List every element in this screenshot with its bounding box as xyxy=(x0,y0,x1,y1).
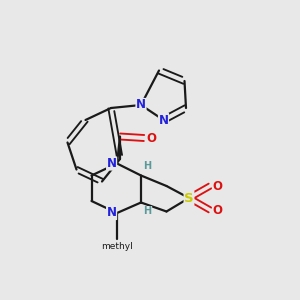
Text: N: N xyxy=(106,206,117,220)
Text: N: N xyxy=(106,157,117,170)
Text: N: N xyxy=(158,113,169,127)
Text: H: H xyxy=(143,161,152,172)
Text: N: N xyxy=(136,98,146,112)
Text: O: O xyxy=(212,179,223,193)
Text: O: O xyxy=(146,131,157,145)
Text: O: O xyxy=(212,203,223,217)
Text: methyl: methyl xyxy=(101,242,133,251)
Text: H: H xyxy=(143,206,152,217)
Text: S: S xyxy=(184,191,194,205)
